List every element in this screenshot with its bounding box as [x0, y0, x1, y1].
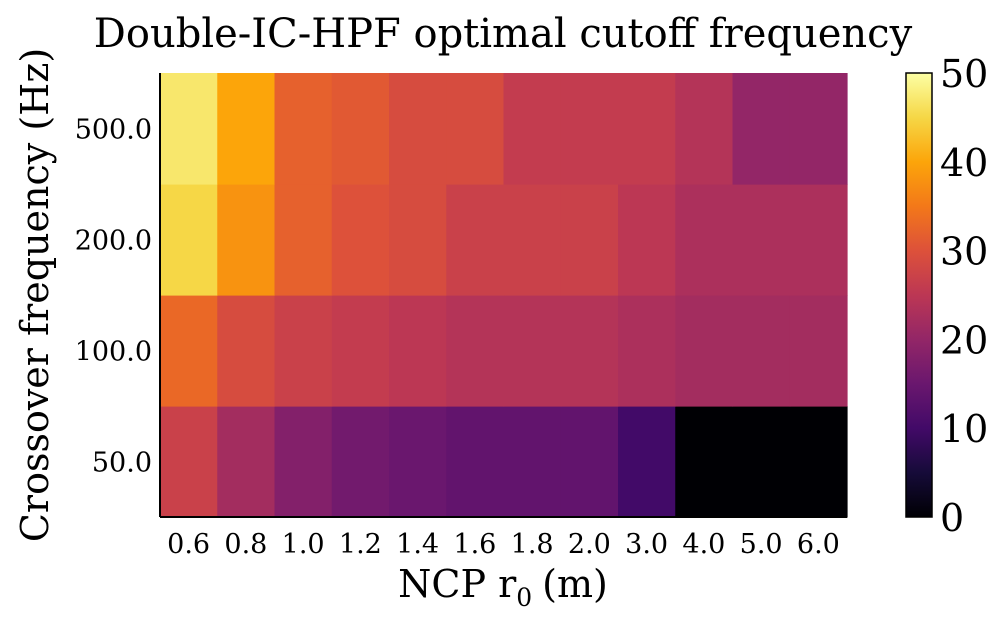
heatmap-cell	[503, 184, 562, 296]
x-tick-label: 1.2	[339, 529, 382, 560]
heatmap-cell	[675, 406, 734, 518]
heatmap-cells	[160, 73, 848, 518]
heatmap-cell	[217, 184, 276, 296]
y-tick-labels: 50.0 100.0 200.0 500.0	[75, 115, 152, 479]
colorbar-tick-label: 0	[940, 496, 964, 540]
heatmap-cell	[274, 295, 333, 407]
heatmap-cell	[389, 295, 447, 407]
heatmap-cell	[331, 406, 390, 518]
heatmap-cell	[446, 73, 505, 185]
heatmap-cell	[560, 184, 619, 296]
heatmap-cell	[560, 295, 619, 407]
heatmap-cell	[331, 184, 390, 296]
heatmap-cell	[331, 73, 390, 185]
heatmap-cell	[446, 295, 505, 407]
heatmap-cell	[503, 406, 562, 518]
heatmap-cell	[675, 184, 734, 296]
y-tick-label: 100.0	[75, 337, 152, 368]
colorbar-tick-label: 10	[940, 407, 988, 451]
heatmap-cell	[618, 295, 676, 407]
colorbar-tick-label: 20	[940, 318, 988, 362]
heatmap-cell	[389, 73, 447, 185]
colorbar-tick-label: 50	[940, 52, 988, 96]
colorbar-tick-label: 30	[940, 230, 988, 274]
heatmap-cell	[503, 295, 562, 407]
y-tick-label: 200.0	[75, 226, 152, 257]
heatmap-cell	[675, 73, 734, 185]
heatmap-cell	[217, 406, 276, 518]
x-axis-label-subscript: 0	[516, 583, 532, 612]
y-tick-label: 500.0	[75, 115, 152, 146]
heatmap-cell	[789, 295, 848, 407]
heatmap-cell	[503, 73, 562, 185]
x-tick-labels: 0.6 0.8 1.0 1.2 1.4 1.6 1.8 2.0 3.0 4.0 5.0 6.0	[167, 529, 840, 560]
heatmap-cell	[274, 184, 333, 296]
heatmap-cell	[217, 73, 276, 185]
x-axis-label: NCP r0 (m)	[398, 562, 608, 612]
x-axis-label-main: NCP r	[398, 562, 517, 606]
heatmap-cell	[160, 184, 218, 296]
heatmap-cell	[160, 406, 218, 518]
y-axis-label: Crossover frequency (Hz)	[13, 48, 57, 542]
y-tick-label: 50.0	[92, 448, 152, 479]
x-tick-label: 0.8	[224, 529, 267, 560]
x-tick-label: 6.0	[797, 529, 840, 560]
heatmap-cell	[446, 184, 505, 296]
x-tick-label: 3.0	[625, 529, 668, 560]
heatmap-cell	[732, 295, 791, 407]
heatmap-cell	[446, 406, 505, 518]
x-tick-label: 1.8	[511, 529, 554, 560]
colorbar	[905, 72, 933, 518]
heatmap-cell	[217, 295, 276, 407]
heatmap-cell	[732, 184, 791, 296]
heatmap-cell	[675, 295, 734, 407]
x-tick-label: 1.6	[453, 529, 496, 560]
heatmap-cell	[789, 184, 848, 296]
x-tick-label: 1.4	[396, 529, 439, 560]
heatmap-cell	[618, 406, 676, 518]
chart-title: Double-IC-HPF optimal cutoff frequency	[94, 11, 913, 57]
heatmap-cell	[560, 73, 619, 185]
colorbar-tick-labels: 0 10 20 30 40 50	[940, 52, 988, 540]
x-tick-label: 5.0	[740, 529, 783, 560]
heatmap-cell	[732, 73, 791, 185]
x-tick-label: 1.0	[282, 529, 325, 560]
heatmap-cell	[732, 406, 791, 518]
heatmap-cell	[560, 406, 619, 518]
plot-axes	[159, 73, 847, 518]
heatmap-cell	[331, 295, 390, 407]
heatmap-cell	[789, 406, 848, 518]
heatmap-cell	[274, 406, 333, 518]
x-axis-label-unit: (m)	[542, 562, 608, 606]
heatmap-cell	[160, 295, 218, 407]
heatmap-cell	[618, 73, 676, 185]
heatmap-cell	[160, 73, 218, 185]
x-tick-label: 0.6	[167, 529, 210, 560]
heatmap-cell	[618, 184, 676, 296]
heatmap-cell	[789, 73, 848, 185]
heatmap-cell	[389, 184, 447, 296]
colorbar-tick-label: 40	[940, 141, 988, 185]
x-tick-label: 2.0	[568, 529, 611, 560]
heatmap-cell	[274, 73, 333, 185]
x-tick-label: 4.0	[682, 529, 725, 560]
heatmap-cell	[389, 406, 447, 518]
